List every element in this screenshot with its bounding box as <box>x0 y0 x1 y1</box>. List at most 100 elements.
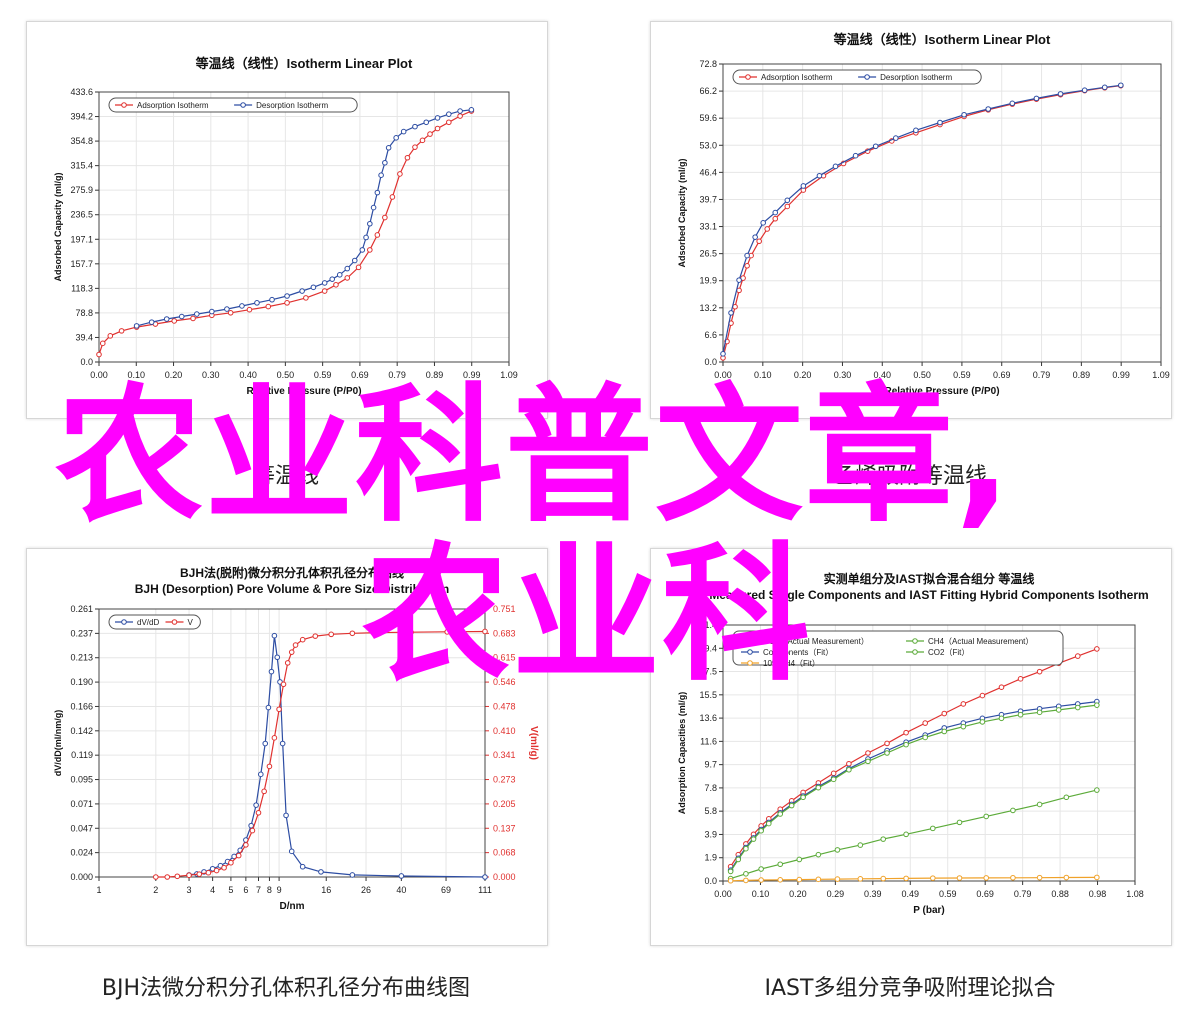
data-point <box>224 306 230 312</box>
x-tick-label: 0.59 <box>939 889 957 899</box>
plot-frame <box>98 91 510 363</box>
y-tick-label: 19.9 <box>699 276 717 286</box>
legend-marker <box>745 74 751 80</box>
data-point <box>248 822 254 829</box>
data-point <box>743 845 749 852</box>
data-point <box>922 734 928 741</box>
y-tick-label: 59.6 <box>699 113 717 123</box>
y-tick-label: 118.3 <box>71 283 93 293</box>
y2-tick-label: 0.205 <box>493 799 516 809</box>
data-point <box>750 836 757 842</box>
data-point <box>321 288 328 294</box>
y2-tick-label: 0.683 <box>493 628 516 638</box>
y2-tick-label: 0.341 <box>493 750 516 760</box>
data-point <box>796 876 803 883</box>
y2-tick-label: 0.273 <box>493 775 516 785</box>
legend-marker <box>747 660 753 666</box>
caption-bjh: BJH法微分积分孔体积孔径分布曲线图 <box>101 976 471 1001</box>
data-point <box>164 874 171 880</box>
plot-frame <box>722 63 1162 363</box>
data-point <box>276 706 282 713</box>
data-point <box>96 351 102 358</box>
y-tick-label: 0.047 <box>70 823 93 833</box>
overlay-title-line-1: 农业科普文章, <box>55 370 1014 542</box>
x-tick-label: 16 <box>321 885 331 895</box>
data-point <box>253 802 259 808</box>
data-point <box>321 280 328 286</box>
y-tick-label: 33.1 <box>699 222 717 232</box>
data-point <box>284 293 290 299</box>
chart-iast-fitting: 实测单组分及IAST拟合混合组分 等温线 Measured Single Comp… <box>677 571 1149 916</box>
data-point <box>800 183 807 189</box>
data-point <box>265 704 272 711</box>
y-tick-label: 0.237 <box>70 628 93 638</box>
data-point <box>1094 702 1100 708</box>
legend-marker <box>912 649 918 655</box>
data-point <box>107 333 114 339</box>
data-point <box>744 252 750 259</box>
y-tick-label: 19.4 <box>699 643 717 653</box>
data-point <box>979 719 986 725</box>
data-point <box>846 766 852 773</box>
data-point <box>400 128 407 135</box>
data-point <box>344 265 351 272</box>
data-point <box>1063 874 1070 881</box>
legend-box <box>108 97 358 113</box>
y-tick-label: 1.9 <box>704 853 717 863</box>
x-tick-label: 0.79 <box>1014 889 1032 899</box>
data-point <box>268 668 275 675</box>
data-point <box>444 629 451 635</box>
data-point <box>328 631 335 638</box>
series-line <box>136 109 472 327</box>
y-tick-label: 26.5 <box>699 249 717 259</box>
x-tick-label: 0.29 <box>827 889 845 899</box>
data-point <box>382 159 388 166</box>
x-tick-label: 0.59 <box>314 370 332 380</box>
x-tick-label: 0.69 <box>993 370 1011 380</box>
y-tick-label: 0.261 <box>70 604 93 614</box>
chart-title: 实测单组分及IAST拟合混合组分 等温线 <box>824 571 1035 586</box>
data-point <box>903 831 909 838</box>
data-point <box>196 871 203 877</box>
data-point <box>756 238 762 245</box>
plot-frame <box>722 624 1136 882</box>
x-tick-label: 40 <box>396 885 406 895</box>
data-point <box>1017 711 1024 718</box>
legend-label: V <box>188 618 194 627</box>
data-point <box>269 296 275 303</box>
y2-tick-label: 0.478 <box>493 701 516 711</box>
y-tick-label: 236.5 <box>70 210 93 220</box>
y-tick-label: 0.166 <box>70 701 93 711</box>
y-tick-label: 0.119 <box>71 750 93 760</box>
data-point <box>800 794 806 801</box>
x-tick-label: 9 <box>277 885 282 895</box>
legend-marker <box>747 638 753 644</box>
data-point <box>118 328 125 334</box>
data-point <box>1036 709 1043 716</box>
y-tick-label: 13.2 <box>699 303 717 313</box>
y-tick-label: 11.6 <box>700 736 717 746</box>
data-point <box>1118 82 1124 89</box>
data-point <box>457 108 463 114</box>
legend-marker <box>747 649 753 655</box>
x-tick-label: 0.20 <box>794 370 812 380</box>
y-tick-label: 7.8 <box>704 783 717 793</box>
data-point <box>956 819 963 826</box>
legend-marker <box>912 638 918 644</box>
y-tick-label: 0.071 <box>70 799 93 809</box>
y-tick-label: 13.6 <box>699 713 717 723</box>
data-point <box>816 172 823 179</box>
caption-iast: IAST多组分竞争吸附理论拟合 <box>764 976 1056 1001</box>
caption-isotherm-right: 乙烯吸附等温线 <box>832 464 987 489</box>
legend-label: Adsorption Isotherm <box>137 101 209 110</box>
data-point <box>355 264 362 271</box>
data-point <box>830 776 837 783</box>
data-point <box>213 867 220 874</box>
x-tick-label: 0.50 <box>277 370 295 380</box>
x-tick-label: 0.88 <box>1051 889 1069 899</box>
data-point <box>239 303 245 309</box>
data-point <box>133 323 140 329</box>
data-point <box>265 303 272 310</box>
data-point <box>1010 874 1016 881</box>
data-point <box>178 313 185 320</box>
